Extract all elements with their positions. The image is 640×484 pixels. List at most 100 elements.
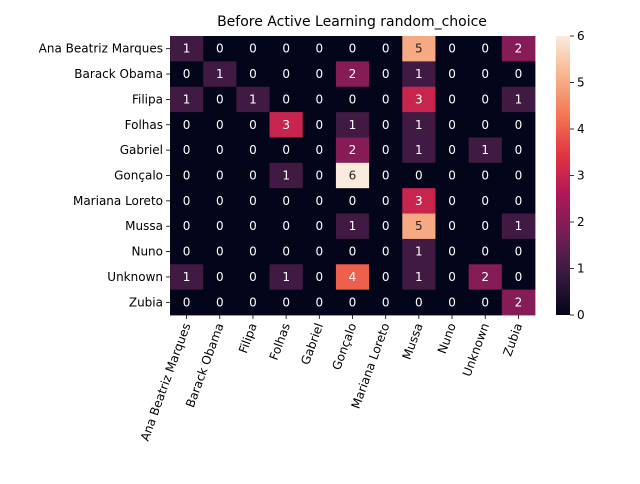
heatmap-cell bbox=[269, 137, 304, 164]
cell-value-label: 0 bbox=[183, 245, 191, 259]
cell-value-label: 0 bbox=[515, 245, 523, 259]
cell-value-label: 0 bbox=[382, 169, 390, 183]
heatmap-cell bbox=[435, 264, 470, 291]
heatmap-cell bbox=[402, 61, 436, 88]
heatmap-cell bbox=[501, 213, 536, 240]
heatmap-cell bbox=[402, 264, 436, 291]
cell-value-label: 0 bbox=[315, 67, 323, 81]
heatmap-cell bbox=[369, 264, 403, 291]
heatmap-cell bbox=[269, 213, 304, 240]
heatmap-cell bbox=[335, 36, 370, 62]
cell-value-label: 0 bbox=[315, 169, 323, 183]
colorbar-tick-label: 6 bbox=[577, 29, 585, 43]
heatmap-cell bbox=[402, 238, 436, 265]
heatmap-cell bbox=[435, 188, 470, 214]
heatmap-cell bbox=[269, 162, 304, 189]
cell-value-label: 1 bbox=[282, 169, 290, 183]
colorbar: 0 1 2 3 4 5 6 bbox=[556, 29, 585, 322]
cell-value-label: 1 bbox=[216, 67, 224, 81]
heatmap-cell bbox=[369, 162, 403, 189]
heatmap-cell bbox=[302, 213, 337, 240]
heatmap-cell bbox=[203, 188, 237, 214]
cell-value-label: 1 bbox=[515, 92, 523, 106]
cell-value-label: 0 bbox=[481, 194, 489, 208]
cell-value-label: 0 bbox=[249, 42, 257, 56]
colorbar-tick-label: 3 bbox=[577, 169, 585, 183]
heatmap-cell bbox=[269, 264, 304, 291]
heatmap-cell bbox=[369, 36, 403, 62]
row-tick-label: Mussa bbox=[125, 219, 163, 233]
cell-value-label: 0 bbox=[481, 245, 489, 259]
cell-value-label: 1 bbox=[349, 118, 357, 132]
cell-value-label: 0 bbox=[216, 245, 224, 259]
heatmap-cell bbox=[501, 238, 536, 265]
heatmap-cell bbox=[369, 289, 403, 316]
heatmap-cell bbox=[302, 86, 337, 113]
cell-value-label: 0 bbox=[249, 143, 257, 157]
heatmap-cell bbox=[203, 162, 237, 189]
cell-value-label: 0 bbox=[282, 219, 290, 233]
cell-value-label: 0 bbox=[282, 42, 290, 56]
heatmap-cell bbox=[203, 137, 237, 164]
cell-value-label: 0 bbox=[382, 42, 390, 56]
heatmap-cell bbox=[236, 188, 270, 214]
heatmap-cell bbox=[269, 188, 304, 214]
heatmap-cell bbox=[302, 61, 337, 88]
cell-value-label: 0 bbox=[448, 118, 456, 132]
colorbar-gradient bbox=[556, 36, 570, 315]
colorbar-tick-label: 5 bbox=[577, 76, 585, 90]
cell-value-label: 0 bbox=[415, 295, 423, 309]
cell-value-label: 5 bbox=[415, 219, 423, 233]
cell-value-label: 0 bbox=[183, 295, 191, 309]
cell-value-label: 0 bbox=[448, 194, 456, 208]
cell-value-label: 0 bbox=[349, 194, 357, 208]
heatmap-cell bbox=[170, 61, 204, 88]
heatmap-cell bbox=[236, 86, 270, 113]
heatmap-cell bbox=[170, 289, 204, 316]
cell-value-label: 4 bbox=[349, 270, 357, 284]
cell-value-label: 0 bbox=[249, 295, 257, 309]
heatmap-cell bbox=[435, 61, 470, 88]
heatmap-cell bbox=[335, 86, 370, 113]
heatmap-cell bbox=[369, 188, 403, 214]
row-tick-label: Nuno bbox=[131, 245, 163, 259]
heatmap-cell bbox=[335, 61, 370, 88]
cell-value-label: 0 bbox=[282, 92, 290, 106]
heatmap-cell bbox=[501, 188, 536, 214]
heatmap-cell bbox=[236, 61, 270, 88]
cell-value-label: 0 bbox=[382, 295, 390, 309]
heatmap-cell bbox=[501, 112, 536, 138]
cell-value-label: 0 bbox=[315, 118, 323, 132]
heatmap-cell bbox=[203, 61, 237, 88]
heatmap-cell bbox=[435, 289, 470, 316]
heatmap-cell bbox=[335, 238, 370, 265]
heatmap-cell bbox=[302, 137, 337, 164]
cell-value-label: 0 bbox=[216, 143, 224, 157]
heatmap-cell bbox=[170, 264, 204, 291]
cell-value-label: 0 bbox=[481, 118, 489, 132]
row-tick-label: Filipa bbox=[132, 92, 163, 106]
heatmap-cell bbox=[501, 264, 536, 291]
heatmap-cell bbox=[369, 86, 403, 113]
cell-value-label: 0 bbox=[216, 194, 224, 208]
row-tick-label: Gabriel bbox=[120, 143, 163, 157]
heatmap-cell bbox=[501, 289, 536, 316]
cell-value-label: 0 bbox=[515, 67, 523, 81]
cell-value-label: 0 bbox=[315, 270, 323, 284]
cell-value-label: 1 bbox=[183, 42, 191, 56]
colorbar-tick-label: 2 bbox=[577, 215, 585, 229]
column-tick-label: Filipa bbox=[236, 321, 260, 355]
cell-value-label: 1 bbox=[183, 92, 191, 106]
heatmap-cell bbox=[435, 238, 470, 265]
heatmap-cell bbox=[236, 238, 270, 265]
cell-value-label: 0 bbox=[382, 270, 390, 284]
row-tick-label: Mariana Loreto bbox=[73, 194, 163, 208]
cell-value-label: 0 bbox=[448, 270, 456, 284]
heatmap-cell bbox=[170, 238, 204, 265]
cell-value-label: 0 bbox=[515, 169, 523, 183]
heatmap-cell bbox=[468, 36, 503, 62]
cell-value-label: 3 bbox=[282, 118, 290, 132]
colorbar-tick-label: 4 bbox=[577, 122, 585, 136]
heatmap-cell bbox=[170, 86, 204, 113]
cell-value-label: 2 bbox=[481, 270, 489, 284]
